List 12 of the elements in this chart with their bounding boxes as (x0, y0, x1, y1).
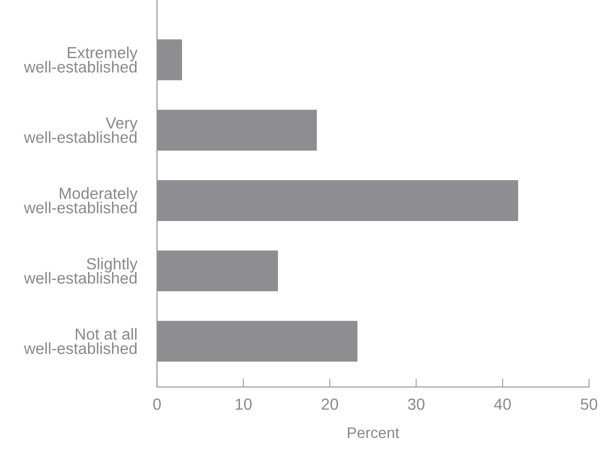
x-tick-label: 30 (408, 398, 424, 410)
y-tick-label: Not at all well-established (24, 328, 137, 354)
x-tick-label: 20 (322, 398, 338, 410)
y-tick-label: Extremely well-established (24, 46, 138, 73)
x-axis-title: Percent (348, 427, 400, 438)
y-tick-label: Very well-established (24, 118, 138, 143)
x-tick-label: 10 (236, 398, 252, 410)
x-tick-label: 40 (494, 398, 511, 410)
x-tick-label: 50 (580, 398, 598, 410)
y-tick-label: Moderately well-established (24, 187, 138, 214)
x-tick-label: 0 (153, 398, 161, 410)
y-tick-label: Slightly well-established (24, 258, 138, 284)
